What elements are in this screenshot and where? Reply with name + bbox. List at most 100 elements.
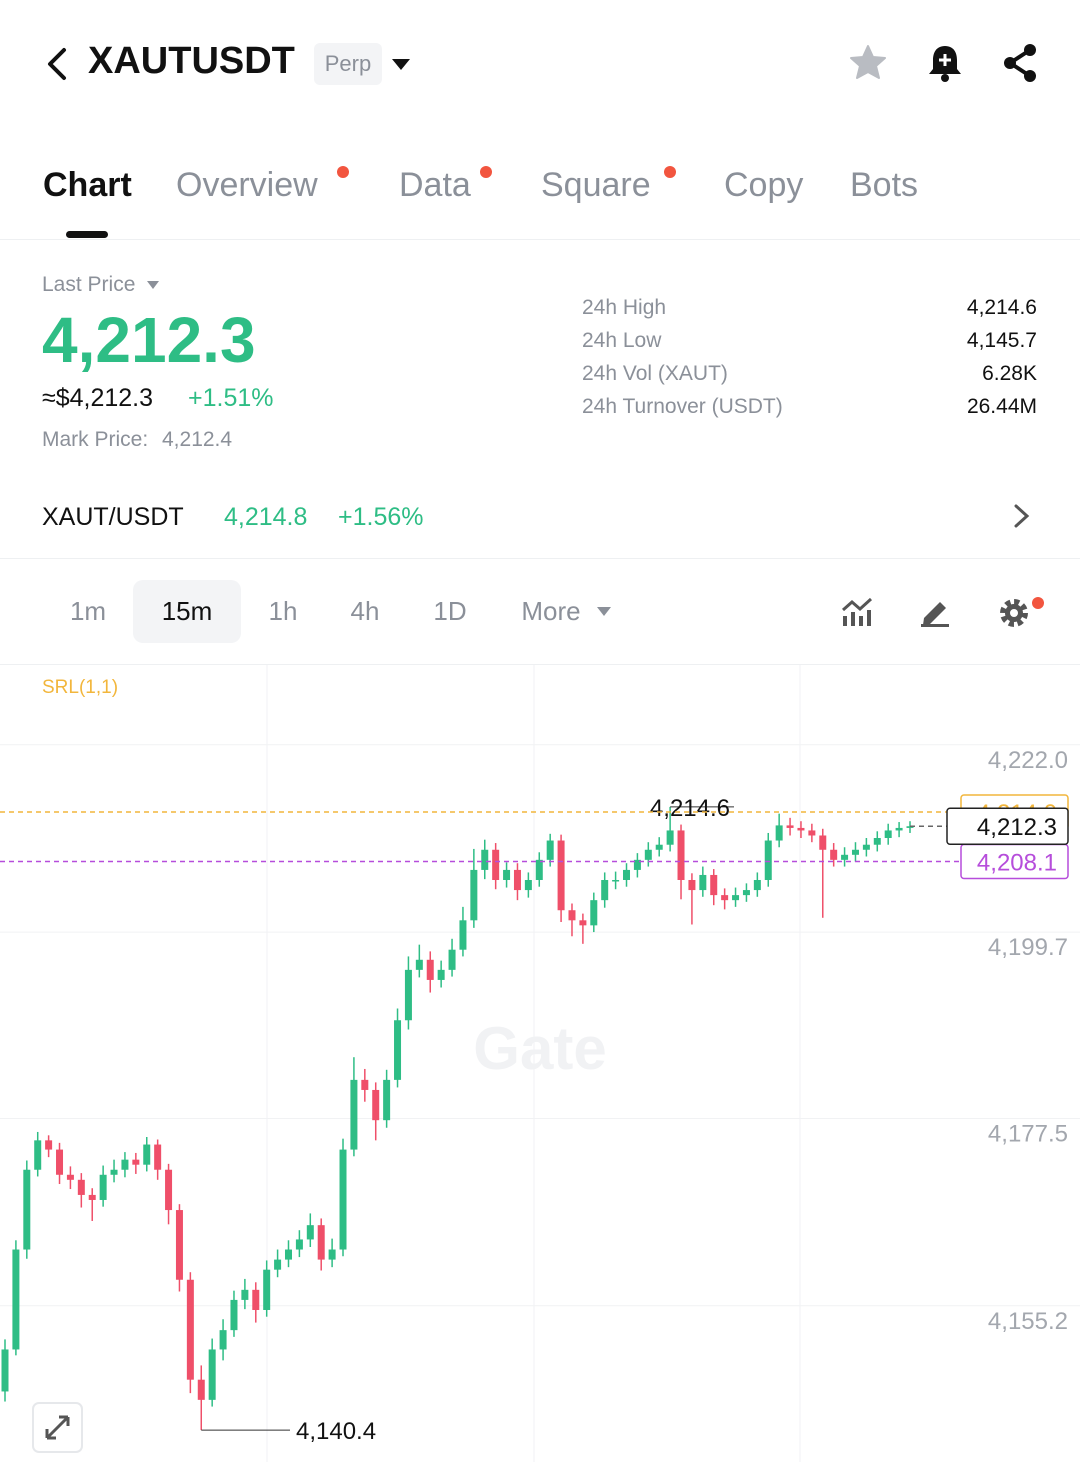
active-tab-indicator	[66, 231, 108, 238]
candle-body	[361, 1079, 369, 1090]
candle-body	[88, 1194, 96, 1200]
settings-button[interactable]	[996, 594, 1046, 630]
alert-button[interactable]	[925, 42, 965, 84]
last-price-label[interactable]: Last Price	[42, 273, 136, 296]
share-button[interactable]	[1000, 42, 1040, 84]
pair-change: +1.56%	[338, 503, 424, 531]
candle-body	[306, 1225, 314, 1240]
favorite-button[interactable]	[848, 43, 888, 83]
pair-name[interactable]: XAUT/USDT	[42, 503, 184, 531]
tab[interactable]: Chart	[43, 166, 132, 204]
candle-body	[328, 1249, 336, 1260]
interval-button[interactable]: 1m	[69, 596, 107, 626]
candle-body	[895, 827, 903, 831]
back-button[interactable]	[40, 44, 72, 84]
candle-body	[655, 844, 663, 850]
candle-body	[503, 869, 511, 880]
candle-body	[295, 1239, 303, 1250]
interval-button[interactable]: 4h	[350, 596, 380, 626]
candle-body	[764, 840, 772, 880]
more-dropdown[interactable]	[596, 606, 612, 618]
candle-body	[808, 830, 816, 836]
mark-price-label: Mark Price:	[42, 428, 149, 451]
stat-value: 4,145.7	[966, 329, 1037, 352]
candle-body	[841, 854, 849, 860]
expand-icon	[45, 1415, 70, 1440]
candle-body	[601, 879, 609, 901]
candle-body	[623, 869, 631, 880]
stat-label: 24h Vol (XAUT)	[582, 362, 728, 385]
candle-body	[154, 1144, 162, 1170]
symbol-dropdown[interactable]	[390, 56, 412, 72]
candle-body	[165, 1169, 173, 1211]
candlestick-chart[interactable]: Gate SRL(1,1) 4,222.0 4,199.7 4,177.5 4,155…	[0, 665, 1080, 1462]
candle-body	[208, 1349, 216, 1400]
indicator-button[interactable]	[840, 596, 874, 628]
candle-body	[753, 879, 761, 891]
candle-body	[481, 849, 489, 870]
candle-body	[186, 1279, 194, 1380]
candle-body	[459, 920, 467, 950]
candle-body	[884, 830, 892, 839]
watermark: Gate	[473, 1015, 606, 1082]
candle-body	[284, 1249, 292, 1260]
interval-button[interactable]: 1h	[268, 596, 298, 626]
candle-body	[274, 1259, 282, 1270]
candle-body	[339, 1149, 347, 1250]
divider	[0, 664, 1080, 665]
candle-body	[470, 869, 478, 921]
stat-label: 24h High	[582, 296, 667, 319]
candle-body	[404, 969, 412, 1021]
y-tick-label: 4,222.0	[988, 747, 1068, 774]
candle-body	[230, 1299, 238, 1331]
candle-body	[535, 859, 543, 880]
candle-body	[219, 1330, 227, 1350]
candle-body	[383, 1079, 391, 1121]
tab[interactable]: Bots	[850, 166, 919, 204]
candle-body	[143, 1144, 151, 1165]
y-tick-label: 4,199.7	[988, 934, 1068, 961]
candle-body	[568, 910, 576, 921]
candle-body	[121, 1159, 129, 1170]
candle-body	[710, 874, 718, 896]
pair-price: 4,214.8	[224, 503, 308, 531]
tab[interactable]: Copy	[724, 166, 804, 204]
candle-body	[862, 844, 870, 850]
draw-button[interactable]	[918, 596, 952, 628]
candle-body	[394, 1020, 402, 1080]
last-price: 4,212.3	[42, 304, 256, 376]
pair-chevron[interactable]	[1012, 503, 1032, 529]
interval-button[interactable]: 15m	[133, 580, 241, 643]
candle-body	[132, 1159, 140, 1165]
candle-body	[437, 969, 445, 980]
stat-value: 26.44M	[966, 395, 1037, 418]
candle-body	[666, 830, 674, 845]
last-price-dropdown[interactable]	[146, 280, 160, 290]
tab[interactable]: Data	[399, 166, 471, 204]
min-label: 4,140.4	[296, 1418, 376, 1445]
last-price-label: 4,212.3	[977, 814, 1057, 841]
interval-button[interactable]: 1D	[433, 596, 467, 626]
tab[interactable]: Overview	[176, 166, 318, 204]
candle-body	[819, 835, 827, 850]
interval-button[interactable]: More	[521, 596, 581, 626]
stat-value: 6.28K	[982, 362, 1037, 385]
symbol[interactable]: XAUTUSDT	[88, 40, 295, 82]
candle-body	[873, 838, 881, 845]
candle-body	[350, 1079, 358, 1150]
mark-price: 4,212.4	[162, 428, 233, 451]
tab[interactable]: Square	[541, 166, 651, 204]
candle-body	[99, 1174, 107, 1200]
candle-body	[492, 849, 500, 880]
stat-label: 24h Turnover (USDT)	[582, 395, 783, 418]
candle-body	[197, 1379, 205, 1400]
divider	[0, 558, 1080, 559]
candle-body	[644, 849, 652, 860]
y-tick-label: 4,177.5	[988, 1121, 1068, 1148]
candle-body	[66, 1174, 74, 1180]
candle-body	[677, 830, 685, 880]
candle-body	[688, 879, 696, 891]
candle-body	[633, 859, 641, 870]
candle-body	[56, 1149, 64, 1175]
candle-body	[513, 869, 521, 891]
